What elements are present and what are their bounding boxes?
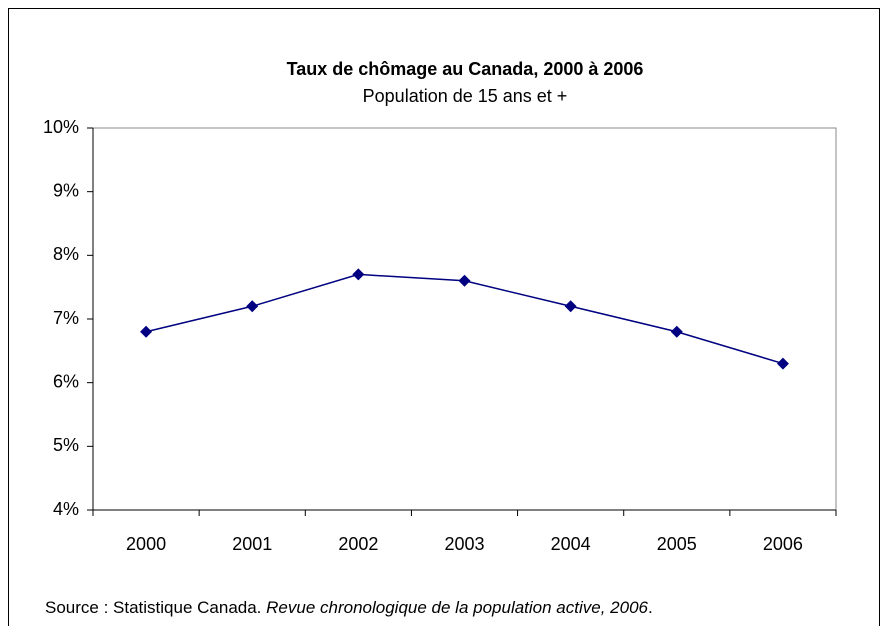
data-point	[564, 300, 577, 313]
x-tick-label: 2000	[126, 534, 166, 554]
x-tick-label: 2006	[763, 534, 803, 554]
y-tick-label: 10%	[43, 117, 79, 137]
x-tick-label: 2003	[444, 534, 484, 554]
chart-title: Taux de chômage au Canada, 2000 à 2006	[287, 59, 644, 79]
data-point	[776, 357, 789, 370]
data-point	[140, 325, 153, 338]
x-tick-label: 2004	[551, 534, 591, 554]
data-point	[458, 274, 471, 287]
source-text: Source : Statistique Canada.	[45, 598, 266, 617]
source-publication: Revue chronologique de la population act…	[266, 598, 648, 617]
x-tick-label: 2005	[657, 534, 697, 554]
source-note: Source : Statistique Canada. Revue chron…	[45, 598, 653, 617]
chart-subtitle: Population de 15 ans et +	[363, 86, 568, 106]
y-tick-label: 9%	[53, 180, 79, 200]
chart-border	[8, 8, 880, 626]
y-tick-label: 6%	[53, 371, 79, 391]
y-tick-label: 5%	[53, 435, 79, 455]
y-tick-label: 8%	[53, 244, 79, 264]
x-tick-label: 2001	[232, 534, 272, 554]
y-tick-label: 7%	[53, 308, 79, 328]
data-point	[670, 325, 683, 338]
data-point	[246, 300, 259, 313]
x-tick-label: 2002	[338, 534, 378, 554]
source-end: .	[648, 598, 653, 617]
data-point	[352, 268, 365, 281]
y-tick-label: 4%	[53, 499, 79, 519]
